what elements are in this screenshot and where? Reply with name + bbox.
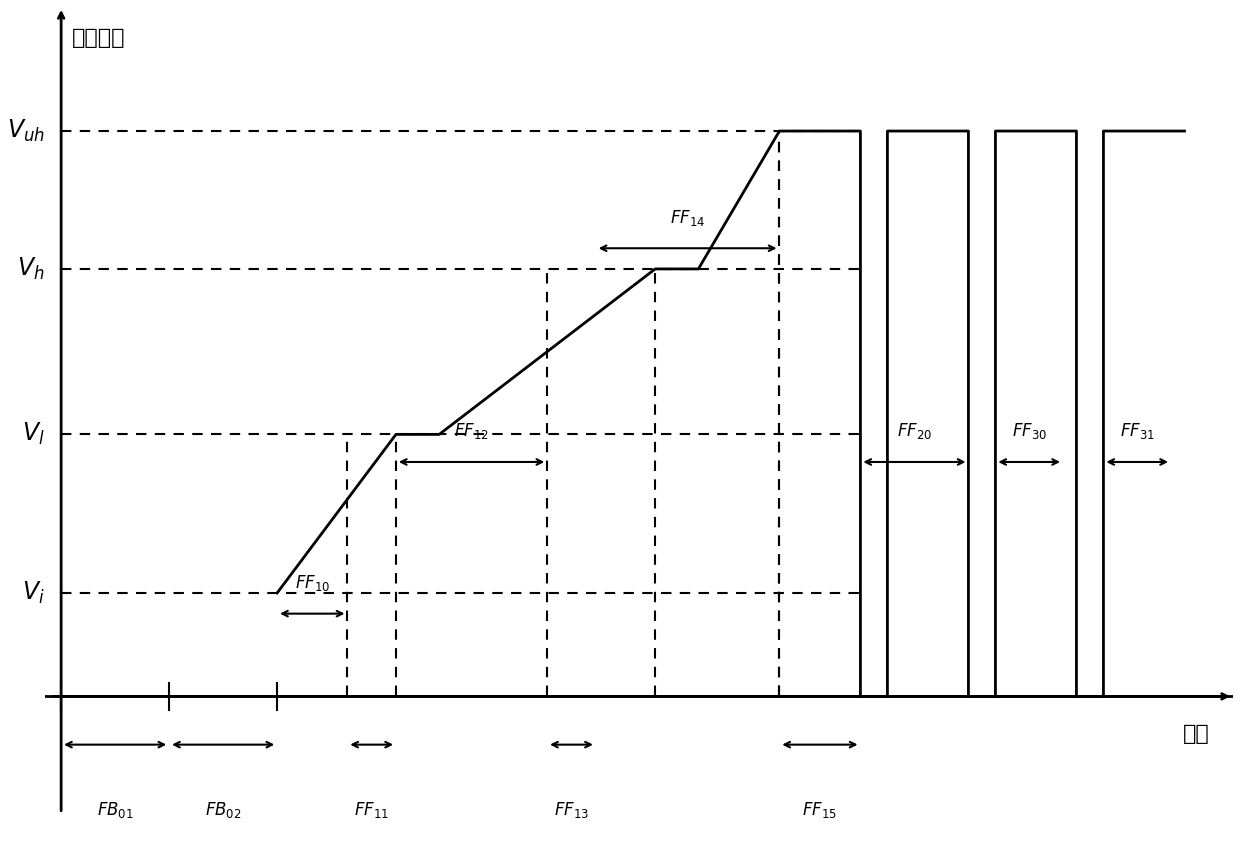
Text: $V_{uh}$: $V_{uh}$ xyxy=(7,118,45,144)
Text: $FB_{02}$: $FB_{02}$ xyxy=(205,799,242,820)
Text: $FF_{13}$: $FF_{13}$ xyxy=(554,799,589,820)
Text: $V_i$: $V_i$ xyxy=(22,580,45,606)
Text: $FF_{31}$: $FF_{31}$ xyxy=(1120,422,1154,441)
Text: 化成电压: 化成电压 xyxy=(72,27,125,48)
Text: $V_l$: $V_l$ xyxy=(22,422,45,447)
Text: $FB_{01}$: $FB_{01}$ xyxy=(97,799,134,820)
Text: $FF_{30}$: $FF_{30}$ xyxy=(1012,422,1047,441)
Text: $FF_{10}$: $FF_{10}$ xyxy=(295,573,330,593)
Text: $FF_{15}$: $FF_{15}$ xyxy=(802,799,837,820)
Text: $FF_{11}$: $FF_{11}$ xyxy=(355,799,389,820)
Text: $FF_{20}$: $FF_{20}$ xyxy=(897,422,932,441)
Text: $FF_{12}$: $FF_{12}$ xyxy=(454,422,489,441)
Text: $V_h$: $V_h$ xyxy=(17,256,45,282)
Text: $FF_{14}$: $FF_{14}$ xyxy=(670,208,706,227)
Text: 时间: 时间 xyxy=(1183,724,1209,744)
